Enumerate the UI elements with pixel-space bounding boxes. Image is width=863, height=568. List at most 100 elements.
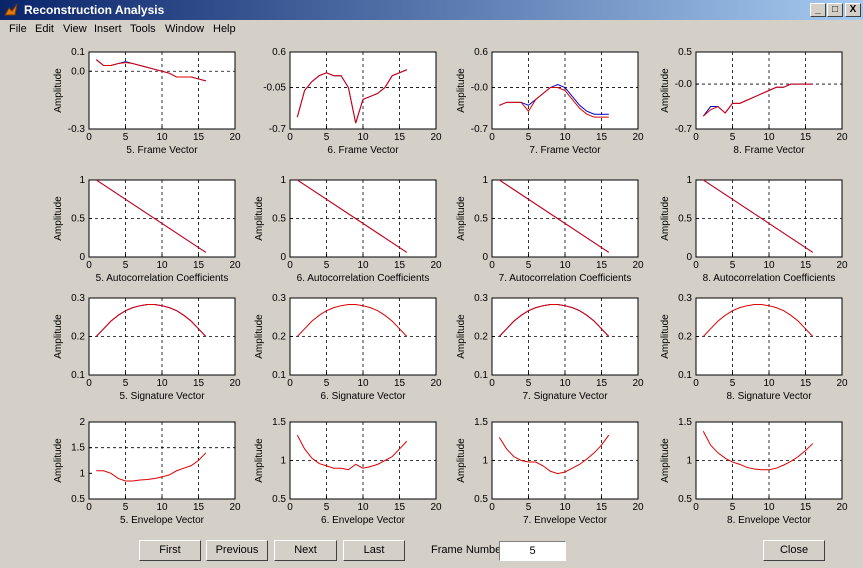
menu-tools-label: Tools [130, 23, 156, 35]
menu-file-label: File [9, 23, 27, 35]
y-axis-label: Amplitude [660, 196, 671, 241]
x-tick-label: 15 [800, 132, 812, 143]
series-line-red [95, 59, 206, 82]
x-tick-label: 10 [763, 260, 775, 271]
x-axis-title: 6. Frame Vector [327, 145, 399, 156]
x-axis-title: 6. Envelope Vector [321, 515, 406, 526]
y-tick-label: -0.0 [675, 79, 693, 90]
x-tick-label: 0 [489, 260, 495, 271]
menu-insert[interactable]: Insert [94, 23, 122, 35]
y-axis-label: Amplitude [254, 314, 265, 359]
y-tick-label: 0.2 [678, 332, 692, 343]
menu-tools[interactable]: Tools [130, 23, 156, 35]
x-tick-label: 10 [156, 132, 168, 143]
x-tick-label: 5 [324, 132, 330, 143]
menu-file[interactable]: File [9, 23, 27, 35]
x-tick-label: 20 [836, 502, 848, 513]
x-tick-label: 5 [730, 378, 736, 389]
x-tick-label: 15 [193, 132, 205, 143]
subplot-14: 0 5 10 15 20 0.5 1 1.5 Amplitude 6. Envelope Vect… [254, 417, 442, 526]
frame-number-input[interactable] [499, 541, 566, 561]
x-tick-label: 0 [287, 502, 293, 513]
y-tick-label: 0.3 [272, 293, 286, 304]
x-tick-label: 15 [596, 260, 608, 271]
menu-view[interactable]: View [63, 23, 87, 35]
x-tick-label: 10 [559, 502, 571, 513]
series-line-red [95, 304, 207, 337]
x-tick-label: 5 [730, 132, 736, 143]
x-axis-title: 7. Autocorrelation Coefficients [499, 273, 632, 284]
next-button[interactable]: Next [274, 540, 337, 561]
y-tick-label: 0.1 [272, 370, 286, 381]
series-line-red [703, 179, 814, 253]
matlab-logo-icon [4, 3, 18, 16]
x-tick-label: 20 [430, 378, 442, 389]
x-tick-label: 15 [193, 378, 205, 389]
y-tick-label: 1 [79, 175, 85, 186]
last-button[interactable]: Last [343, 540, 405, 561]
x-tick-label: 15 [394, 260, 406, 271]
x-tick-label: 10 [357, 502, 369, 513]
x-tick-label: 10 [357, 132, 369, 143]
subplot-15: 0 5 10 15 20 0.5 1 1.5 Amplitude 7. Envelope Vect… [456, 417, 644, 526]
menu-edit[interactable]: Edit [35, 23, 54, 35]
x-axis-title: 6. Autocorrelation Coefficients [297, 273, 430, 284]
y-axis-label: Amplitude [456, 438, 467, 483]
x-tick-label: 20 [229, 132, 241, 143]
x-tick-label: 15 [800, 378, 812, 389]
minimize-button[interactable]: _ [810, 3, 826, 17]
x-tick-label: 15 [800, 260, 812, 271]
subplot-9: 0 5 10 15 20 0.1 0.2 0.3 Amplitude 5. Signature V… [53, 293, 241, 402]
subplot-3: 0 5 10 15 20 -0.7 -0.0 0.6 Amplitude 7. Frame Vec… [456, 47, 644, 156]
x-tick-label: 20 [632, 502, 644, 513]
y-tick-label: 0.3 [71, 293, 85, 304]
x-axis-title: 7. Envelope Vector [523, 515, 608, 526]
x-tick-label: 5 [526, 378, 532, 389]
series-line-red [499, 87, 609, 118]
x-tick-label: 0 [86, 132, 92, 143]
y-tick-label: -0.0 [471, 83, 489, 94]
y-axis-label: Amplitude [254, 438, 265, 483]
x-axis-title: 6. Signature Vector [320, 391, 406, 402]
x-tick-label: 20 [430, 132, 442, 143]
x-tick-label: 20 [836, 132, 848, 143]
series-line-red [702, 83, 813, 117]
maximize-button[interactable]: □ [827, 3, 843, 17]
y-tick-label: 0.1 [678, 370, 692, 381]
subplot-10: 0 5 10 15 20 0.1 0.2 0.3 Amplitude 6. Signature V… [254, 293, 442, 402]
x-tick-label: 20 [229, 502, 241, 513]
x-tick-label: 10 [357, 378, 369, 389]
y-tick-label: 1.5 [474, 417, 488, 428]
close-window-button[interactable]: X [845, 3, 861, 17]
close-button[interactable]: Close [763, 540, 825, 561]
y-axis-label: Amplitude [254, 196, 265, 241]
y-tick-label: 0.5 [71, 494, 85, 505]
window-title: Reconstruction Analysis [24, 3, 165, 17]
x-tick-label: 10 [357, 260, 369, 271]
x-axis-title: 8. Frame Vector [733, 145, 805, 156]
x-tick-label: 10 [763, 502, 775, 513]
menu-help[interactable]: Help [213, 23, 236, 35]
frame-number-label: Frame Number [431, 544, 505, 556]
y-tick-label: 0.5 [678, 47, 692, 58]
y-axis-label: Amplitude [456, 314, 467, 359]
x-tick-label: 0 [693, 378, 699, 389]
menu-window[interactable]: Window [165, 23, 204, 35]
x-tick-label: 20 [632, 260, 644, 271]
x-tick-label: 20 [836, 378, 848, 389]
subplot-1: 0 5 10 15 20 -0.3 0.0 0.1 Amplitude 5. Frame Vect… [53, 47, 241, 156]
previous-button[interactable]: Previous [206, 540, 268, 561]
x-tick-label: 0 [86, 502, 92, 513]
y-tick-label: 1 [79, 468, 85, 479]
y-tick-label: -0.7 [269, 124, 287, 135]
y-tick-label: 0 [79, 252, 85, 263]
series-line-red [499, 179, 610, 253]
series-line-red [296, 69, 407, 124]
y-axis-label: Amplitude [456, 196, 467, 241]
y-tick-label: -0.05 [263, 83, 286, 94]
x-tick-label: 20 [632, 378, 644, 389]
y-tick-label: 0.5 [474, 214, 488, 225]
y-tick-label: 1 [482, 456, 488, 467]
first-button[interactable]: First [139, 540, 201, 561]
x-tick-label: 10 [559, 260, 571, 271]
